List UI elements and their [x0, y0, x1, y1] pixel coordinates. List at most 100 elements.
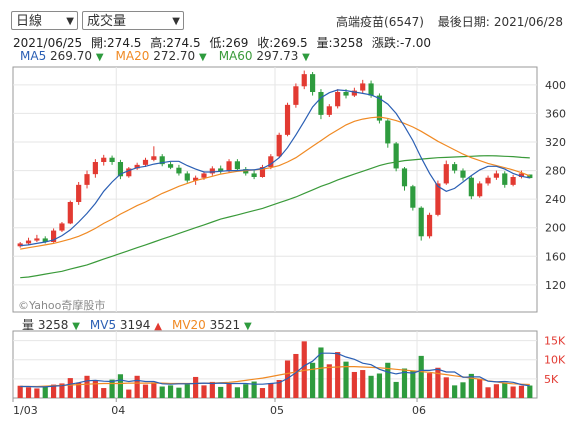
volume-bar [59, 383, 65, 398]
volume-bar [126, 389, 132, 398]
candle-body [34, 238, 40, 241]
candle-body [84, 174, 90, 185]
candle-body [109, 157, 115, 162]
volume-bar [117, 374, 124, 398]
volume-bar [201, 385, 207, 398]
candle-body [193, 177, 199, 181]
candle-body [410, 186, 416, 208]
volume-bar [226, 383, 232, 398]
candle-body [59, 223, 65, 231]
ma20-line [20, 116, 531, 250]
candle-body [460, 170, 466, 178]
volume-tick-label: 10K [544, 354, 566, 367]
volume-bars [17, 341, 533, 398]
candle-body [301, 74, 307, 87]
volume-bar [67, 378, 73, 398]
volume-bar [393, 381, 399, 398]
candle-body [443, 164, 449, 184]
volume-bar [368, 375, 374, 398]
volume-bar [193, 376, 199, 398]
candle-body [452, 164, 458, 171]
volume-bar [17, 385, 23, 398]
quote-open: 開:274.5 [91, 36, 142, 50]
volume-bar [326, 364, 332, 398]
volume-bar [109, 379, 115, 398]
volume-bar [477, 378, 483, 398]
volume-bar [493, 384, 499, 398]
period-select[interactable]: 日線 ▼ [11, 11, 78, 30]
volume-bar [293, 353, 299, 398]
volume-bar [460, 382, 466, 398]
x-tick-label: 04 [111, 404, 125, 417]
volume-ma-lines [20, 352, 530, 388]
volume-bar [502, 382, 508, 398]
indicator-select[interactable]: 成交量 ▼ [82, 11, 184, 30]
candle-body [243, 169, 249, 174]
price-tick-label: 360 [545, 107, 566, 120]
candle-body [67, 202, 73, 224]
volume-bar [443, 377, 449, 398]
candle-body [268, 156, 274, 167]
price-tick-label: 240 [545, 193, 566, 206]
ma60-line [20, 155, 530, 279]
price-tick-label: 200 [545, 222, 566, 235]
candle-body [518, 173, 525, 177]
grid [12, 66, 538, 399]
candle-body [360, 83, 366, 91]
volume-bar [376, 373, 383, 398]
candle-body [167, 164, 174, 168]
quote-close: 收:269.5 [257, 36, 308, 50]
price-tick-label: 320 [545, 136, 566, 149]
volume-bar [76, 382, 82, 398]
ma-legend-ma5: MA5 269.70 ▼ [20, 49, 104, 63]
arrow-down-icon: ▼ [302, 52, 310, 63]
candle-body [401, 168, 408, 187]
candle-body [218, 168, 224, 172]
x-tick-label: 05 [270, 404, 284, 417]
axes: 120 160 200 240 280 320 360 400 5K 10K 15K 1/03 04 05… [12, 79, 566, 417]
indicator-select-value: 成交量 [87, 14, 127, 29]
candle-body [92, 162, 98, 175]
candle-body [493, 173, 499, 178]
mv20-line [20, 366, 530, 388]
price-tick-label: 120 [545, 279, 566, 292]
candle-body [477, 183, 483, 197]
volume-bar [209, 381, 215, 398]
volume-bar [518, 385, 525, 398]
vol-legend-量: 量 3258 ▼ [22, 318, 80, 332]
volume-bar [410, 370, 416, 398]
candle-body [485, 177, 491, 184]
candle-body [335, 92, 341, 107]
candle-body [151, 156, 157, 160]
price-tick-label: 400 [545, 79, 566, 92]
mv5-line [20, 352, 530, 388]
ma-legend-ma60: MA60 297.73 ▼ [218, 49, 310, 63]
candle-body [426, 214, 433, 237]
candle-body [468, 177, 474, 197]
arrow-down-icon: ▼ [72, 321, 80, 332]
ma-lines [20, 89, 531, 279]
volume-bar [243, 384, 249, 398]
ma-legend: MA5 269.70 ▼ MA20 272.70 ▼ MA60 297.73 ▼ [20, 49, 322, 63]
volume-bar [167, 385, 174, 398]
candlesticks [17, 70, 533, 248]
candle-body [184, 173, 190, 181]
candle-body [527, 174, 533, 179]
candle-body [17, 243, 23, 247]
candle-body [51, 230, 57, 242]
quote-volume: 量:3258 [316, 36, 364, 50]
volume-bar [134, 375, 140, 398]
candle-body [76, 184, 82, 202]
quote-high: 高:274.5 [150, 36, 201, 50]
candle-body [201, 173, 207, 178]
price-tick-label: 280 [545, 165, 566, 178]
candle-body [284, 104, 291, 135]
candle-body [117, 162, 124, 177]
candle-body [293, 86, 299, 105]
quote-change: 漲跌:-7.00 [371, 36, 431, 50]
volume-bar [218, 386, 224, 398]
volume-bar [176, 387, 182, 398]
volume-bar [401, 368, 408, 398]
arrow-up-icon: ▲ [154, 321, 162, 332]
volume-bar [84, 375, 90, 398]
